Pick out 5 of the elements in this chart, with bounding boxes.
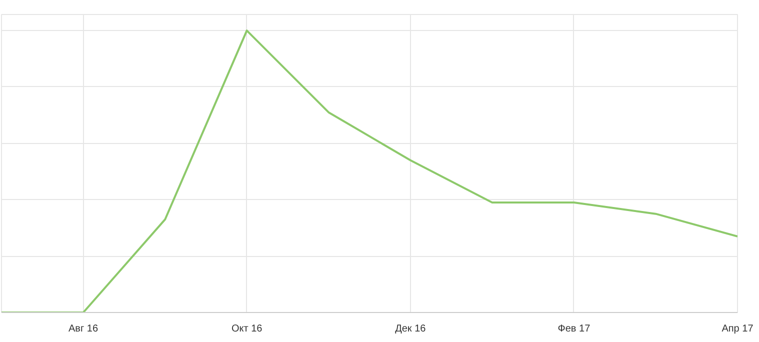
x-tick-label: Фев 17 [558,324,591,334]
x-tick-label: Дек 16 [395,324,426,334]
x-tick-label: Авг 16 [68,324,98,334]
x-tick-label: Апр 17 [722,324,754,334]
x-tick-label: Окт 16 [231,324,263,334]
